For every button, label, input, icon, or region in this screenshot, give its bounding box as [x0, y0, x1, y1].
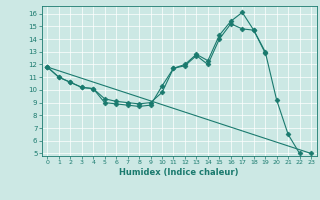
- X-axis label: Humidex (Indice chaleur): Humidex (Indice chaleur): [119, 168, 239, 177]
